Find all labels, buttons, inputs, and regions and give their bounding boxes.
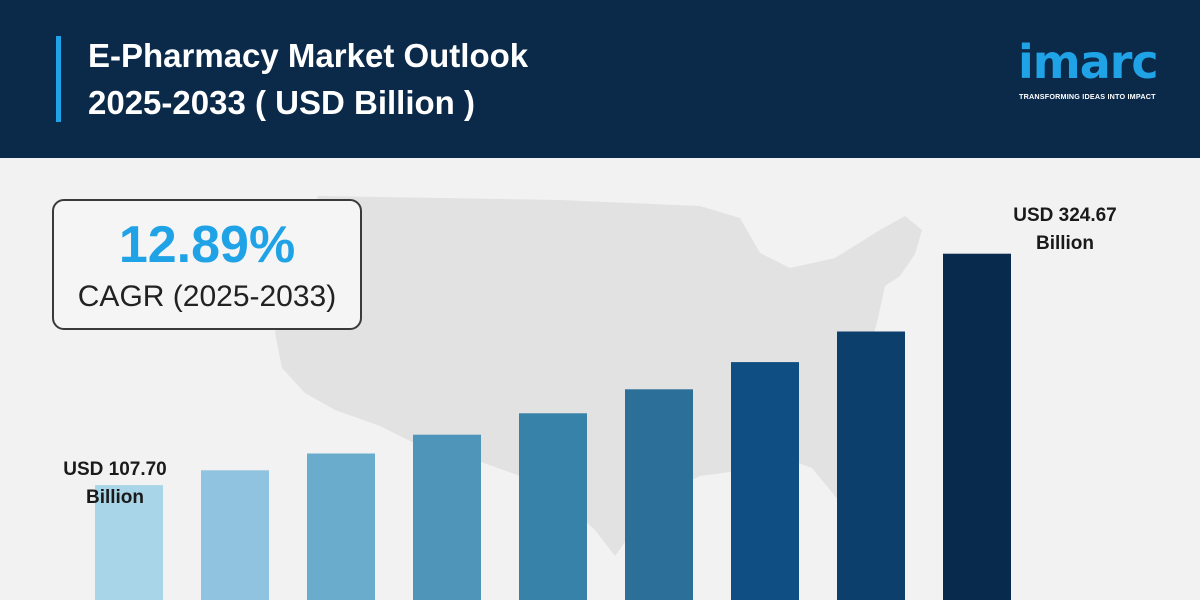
bar-2027: [307, 453, 375, 600]
data-label-last-value: USD 324.67: [1013, 205, 1117, 226]
bar-2026: [201, 470, 269, 600]
bar-2029: [519, 413, 587, 600]
data-label-first-value: USD 107.70: [63, 459, 167, 480]
cagr-callout: 12.89% CAGR (2025-2033): [52, 199, 362, 330]
title-line-2: 2025-2033 ( USD Billion ): [88, 84, 475, 121]
bar-2028: [413, 434, 481, 600]
page-title: E-Pharmacy Market Outlook 2025-2033 ( US…: [88, 32, 528, 126]
data-label-first-unit: Billion: [85, 487, 145, 508]
bar-2032: [837, 331, 905, 600]
title-accent-bar: [56, 36, 61, 122]
bar-2033: [943, 253, 1011, 600]
data-label-last-bar: USD 324.67 Billion: [980, 202, 1150, 258]
data-label-first-bar: USD 107.70 Billion: [40, 456, 190, 512]
title-line-1: E-Pharmacy Market Outlook: [88, 37, 529, 74]
bar-2031: [731, 362, 799, 600]
logo-tagline: TRANSFORMING IDEAS INTO IMPACT: [1019, 92, 1156, 101]
cagr-label: CAGR (2025-2033): [77, 280, 337, 313]
logo-wordmark: imarc: [1018, 35, 1159, 89]
imarc-logo: imarc TRANSFORMING IDEAS INTO IMPACT: [1018, 36, 1170, 106]
cagr-value: 12.89%: [118, 216, 296, 274]
data-label-last-unit: Billion: [1035, 233, 1095, 254]
header-banner: E-Pharmacy Market Outlook 2025-2033 ( US…: [0, 0, 1200, 158]
bar-2025: [95, 485, 163, 600]
bar-2030: [625, 389, 693, 600]
